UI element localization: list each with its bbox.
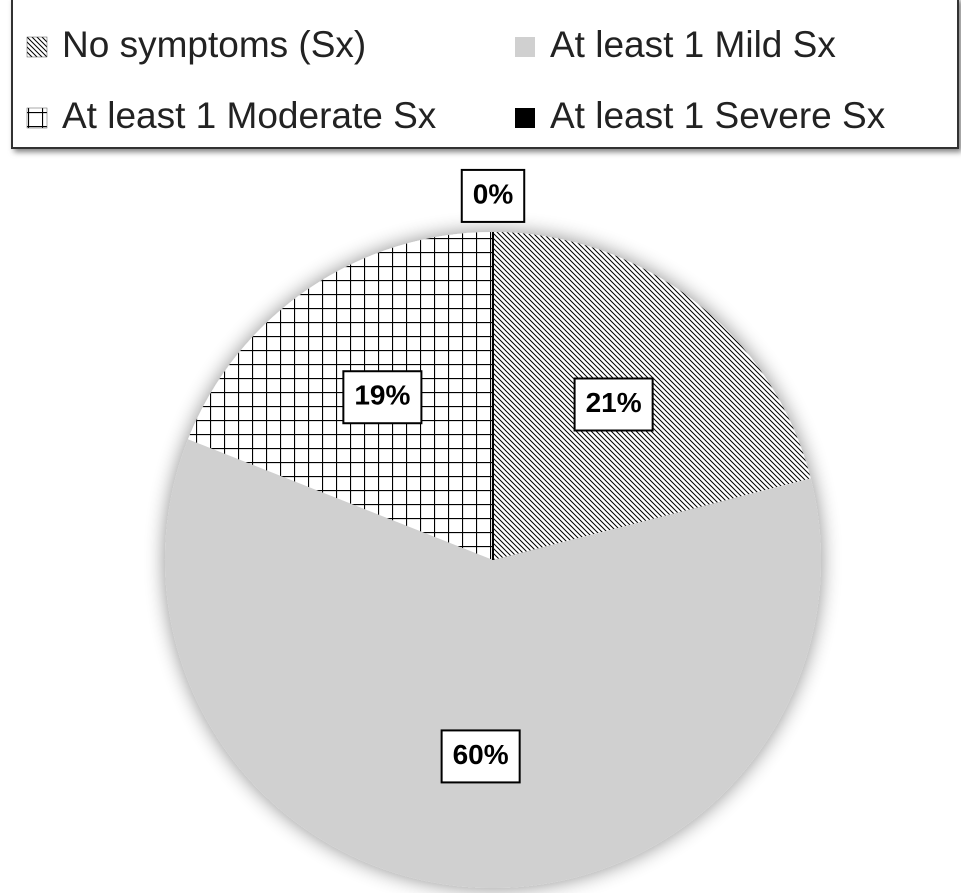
legend-label: At least 1 Mild Sx: [550, 24, 836, 65]
legend-swatch: [26, 107, 48, 129]
legend-swatch: [515, 108, 535, 128]
data-label: 21%: [586, 387, 642, 418]
data-label-box: [460, 168, 526, 223]
legend-label: No symptoms (Sx): [62, 24, 366, 65]
legend-swatch: [515, 37, 535, 57]
legend-label: At least 1 Moderate Sx: [62, 95, 437, 136]
data-label: 60%: [453, 739, 509, 770]
pie-slice: [164, 439, 822, 889]
pie-slice: [188, 232, 493, 560]
data-label-box: [440, 729, 521, 784]
legend-swatch: [26, 36, 48, 58]
data-label-box: [573, 377, 654, 432]
pie: [164, 232, 822, 889]
legend-box: [11, 0, 959, 149]
data-label: 19%: [354, 380, 410, 411]
legend-label: At least 1 Severe Sx: [550, 95, 886, 136]
data-label: 0%: [473, 178, 514, 209]
data-label-box: [342, 370, 423, 425]
